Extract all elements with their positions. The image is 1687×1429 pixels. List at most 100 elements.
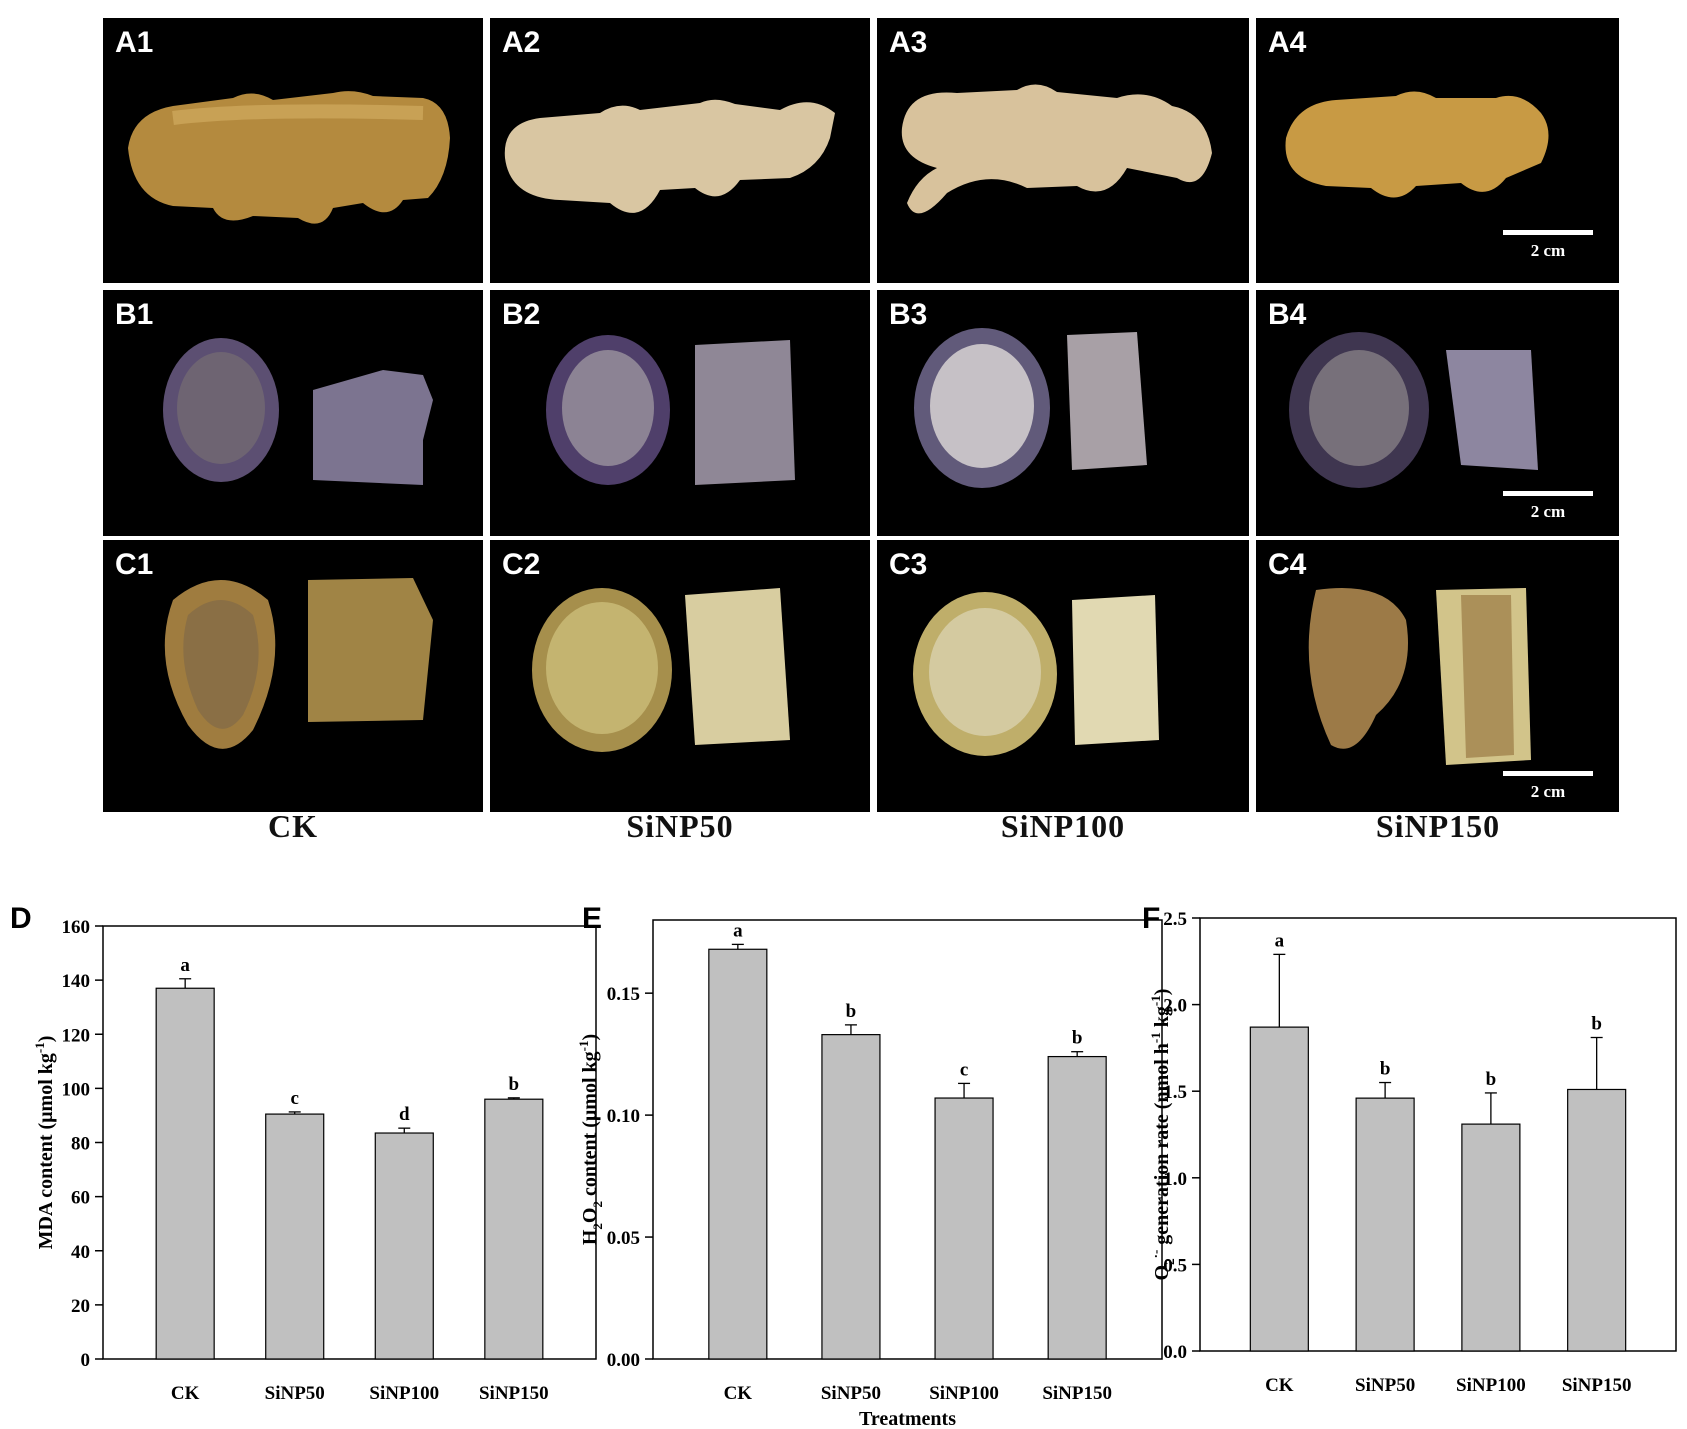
bar [374,1132,434,1360]
y-tick-label: 0.0 [1163,1342,1187,1363]
x-tick-label: SiNP50 [1355,1375,1415,1396]
bar [708,948,768,1360]
panel-label-b2: B2 [502,298,541,331]
stained-section-image [914,328,1147,488]
y-tick-label: 140 [62,971,91,992]
ylabel-part: O [579,1208,601,1224]
x-tick-label: SiNP100 [1456,1375,1526,1396]
y-tick-label: 160 [62,917,91,938]
ylabel-part: -1 [32,1042,47,1053]
x-tick-label: CK [1265,1375,1294,1396]
ginger-rhizome-image [504,99,835,213]
bar [1047,1055,1107,1360]
ylabel-part: -1 [1148,1032,1163,1043]
scale-bar: 2 cm [1503,230,1593,261]
y-tick-label: 2.5 [1163,909,1187,930]
plot-frame [652,919,1163,1360]
significance-letter: b [846,1001,857,1022]
significance-letter: a [733,920,743,941]
scale-bar-label: 2 cm [1530,241,1566,260]
y-tick-label: 20 [71,1296,90,1317]
y-tick-label: 0.05 [607,1228,640,1249]
chart-e: E 0.00 0.05 0.10 0.15 a CK b SiNP50 c SiNP100 b SiNP… [576,902,1163,1429]
photo-panel-a2: A2 [490,18,870,283]
x-tick-label: SiNP150 [1562,1375,1632,1396]
y-axis-label: MDA content (μmol kg-1) [32,1036,57,1250]
ginger-rhizome-image [128,91,450,224]
stained-section-image [913,592,1159,756]
y-tick-label: 1.5 [1163,1082,1187,1103]
x-tick-label: SiNP100 [369,1383,439,1404]
photo-panel-b3: B3 [877,290,1249,536]
row-divider [103,536,1619,540]
panel-letter-e: E [582,902,602,935]
photo-panel-c1: C1 [103,540,483,812]
y-tick-label: 100 [62,1079,91,1100]
x-axis-label: Treatments [859,1408,956,1429]
ylabel-part: -1 [1148,995,1163,1006]
ylabel-part: generation rate (nmol h [1151,1043,1173,1250]
panel-label-a2: A2 [502,26,541,59]
panel-label-c3: C3 [889,548,928,581]
y-tick-label: 0.15 [607,984,640,1005]
stained-section-image [164,578,433,749]
ginger-rhizome-image [1285,91,1549,198]
photo-panel-b1: B1 [103,290,483,536]
scale-bar: 2 cm [1503,771,1593,802]
scale-bar-label: 2 cm [1530,502,1566,521]
x-tick-label: SiNP50 [265,1383,325,1404]
ylabel-part: MDA content (μmol kg [35,1053,57,1249]
ylabel-part: 2 [590,1223,605,1230]
panel-label-c1: C1 [115,548,154,581]
bar [1355,1097,1415,1352]
y-tick-label: 120 [62,1025,91,1046]
stained-section-image [1289,332,1538,488]
bar [1249,1026,1309,1352]
x-tick-label: SiNP150 [1042,1383,1112,1404]
scale-bar: 2 cm [1503,491,1593,522]
bar [821,1034,881,1360]
y-tick-label: 40 [71,1242,90,1263]
bar [1461,1123,1521,1352]
photo-panel-c3: C3 [877,540,1249,812]
significance-letter: c [291,1088,299,1109]
y-axis-label: O2·- generation rate (nmol h-1 kg-1) [1148,989,1177,1281]
ylabel-part: ) [579,1034,601,1041]
x-tick-label: SiNP150 [479,1383,549,1404]
panel-label-a4: A4 [1268,26,1307,59]
stained-section-image [546,335,795,485]
photo-panel-b4: B4 2 cm [1256,290,1619,536]
ylabel-part: content (μmol kg [579,1051,601,1201]
scale-bar-label: 2 cm [1530,782,1566,801]
panel-label-a1: A1 [115,26,154,59]
panel-label-b1: B1 [115,298,154,331]
bar [1567,1088,1627,1352]
stained-section-image [1308,588,1531,765]
ginger-rhizome-image [901,84,1212,214]
chart-d: D 0 20 40 60 80 100 120 140 160 a CK c SiNP50 d SiNP100… [10,902,597,1404]
significance-letter: b [509,1074,520,1095]
panel-label-a3: A3 [889,26,928,59]
photo-panel-c4: C4 2 cm [1256,540,1619,812]
ylabel-part: H [579,1229,601,1245]
y-tick-label: 0.00 [607,1350,640,1371]
photo-panel-a4: A4 2 cm [1256,18,1619,283]
photo-panel-c2: C2 [490,540,870,812]
x-tick-label: CK [724,1383,753,1404]
x-tick-label: SiNP50 [821,1383,881,1404]
ylabel-part: kg [1151,1006,1173,1032]
y-tick-label: 0 [81,1350,91,1371]
y-axis-label: H2O2 content (μmol kg-1) [576,1034,605,1245]
ylabel-part: 2 [590,1201,605,1208]
x-tick-label: SiNP100 [929,1383,999,1404]
bar [484,1098,544,1360]
stained-section-image [532,588,790,752]
ylabel-part: ) [35,1036,57,1043]
x-tick-label: CK [171,1383,200,1404]
significance-letter: b [1591,1014,1602,1035]
y-tick-label: 80 [71,1134,90,1155]
ylabel-part: ) [1151,989,1173,996]
treatment-label-sinp100: SiNP100 [1000,808,1126,844]
bar [265,1113,325,1360]
